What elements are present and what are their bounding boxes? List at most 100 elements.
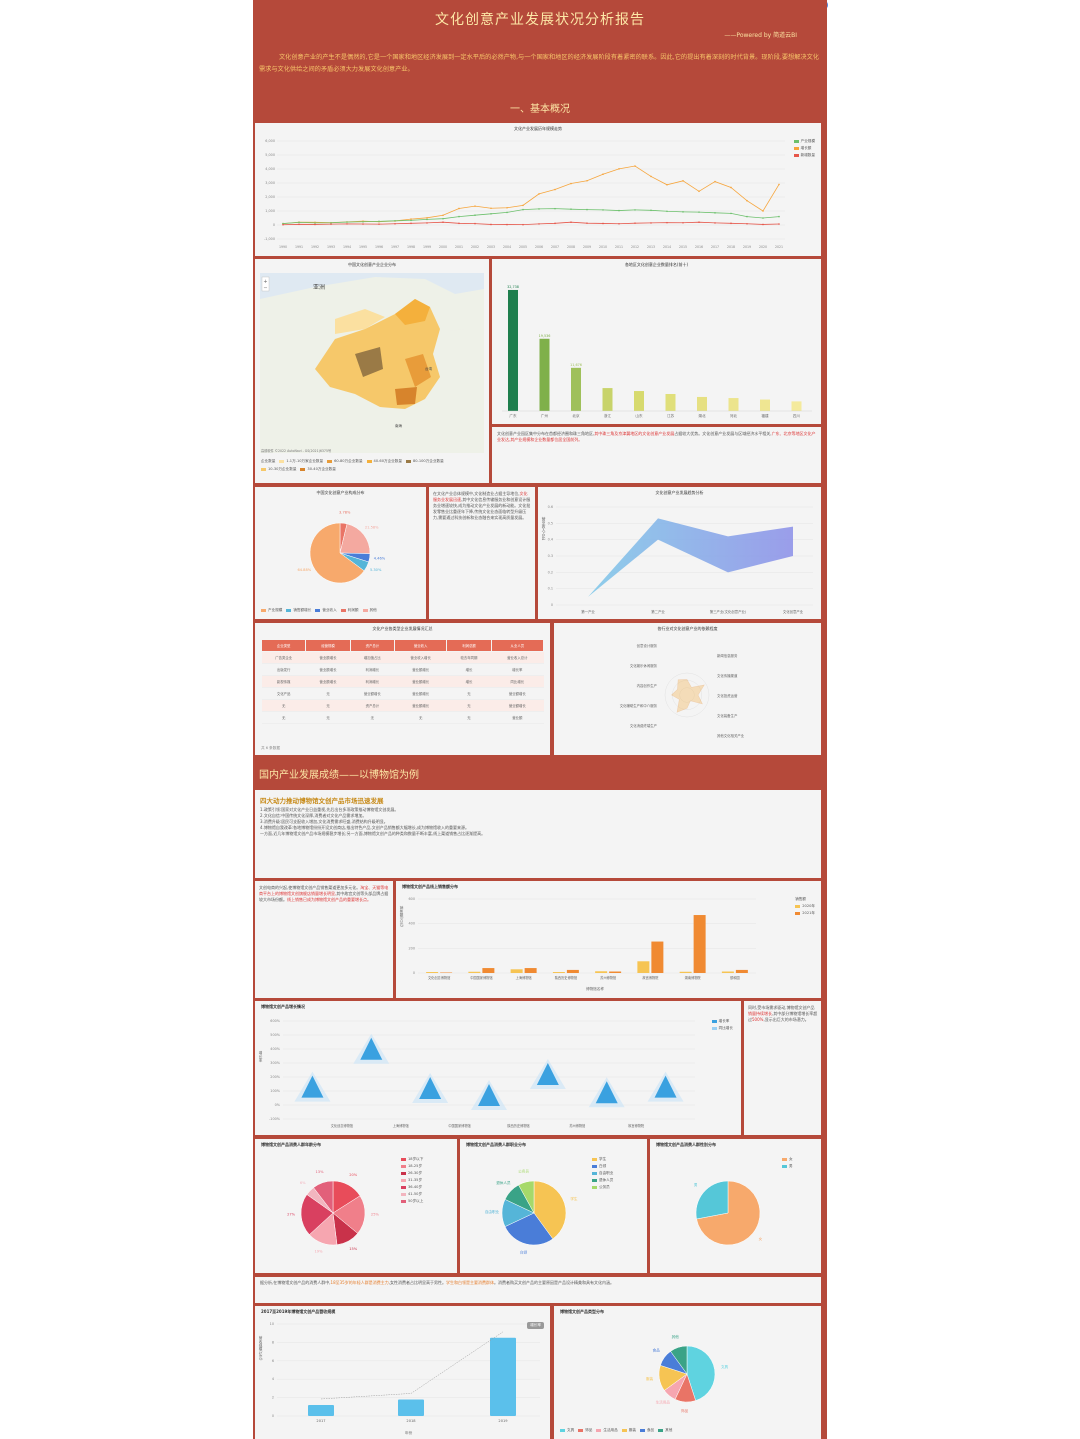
- bar-value-label: 19,536: [539, 334, 551, 338]
- table-cell: 无: [305, 711, 351, 724]
- revenue-line-chart[interactable]: 10 8 6 4 2 0 2017 2018 2019: [255, 1306, 550, 1439]
- pie-slice: [518, 1180, 535, 1214]
- series-point: [298, 221, 300, 224]
- table-row[interactable]: 无无资产总计 营业额增长无营业额增长: [261, 699, 544, 712]
- legend-label: 41-50岁: [408, 1192, 423, 1196]
- revenue-bar: [490, 1337, 516, 1416]
- radar-axis-label: 文化传播渠道: [717, 673, 738, 678]
- enterprise-table[interactable]: 企业类型 经营规模 资产总计 营业收入 利润总额 从业人员 广告类企业 营业额增长 增加值占比…: [260, 639, 545, 724]
- slice-label: 服装: [646, 1376, 654, 1381]
- region-bar-title: 各地区文化创意企业数量排名(前十): [624, 262, 689, 267]
- composition-pie-chart[interactable]: 3.78% 21.58% 4.46% 5.30% 64.88%: [255, 487, 426, 619]
- growth-triangle-chart[interactable]: 600% 500% 400% 300% 200% 100% 0% -100% 文化创意博物馆 上海…: [255, 1001, 741, 1135]
- y-tick-label: -1,000: [264, 237, 275, 241]
- bar-2020: [426, 972, 439, 973]
- composition-pie-title: 中国文化创意产业构成分布: [316, 490, 365, 495]
- y-tick-label: 2,000: [265, 195, 275, 199]
- china-map[interactable]: + −: [255, 259, 489, 483]
- table-cell: 同比增长: [491, 675, 544, 688]
- dependency-radar-chart[interactable]: 创意设计服务新闻信息服务文化娱乐休闲服务文化传播渠道内容创作生产文化投资运营文化…: [554, 623, 821, 755]
- legend-label: 生活用品: [603, 1428, 618, 1432]
- y-tick-label: 0.6: [548, 505, 553, 509]
- x-tick-label: 1996: [375, 245, 383, 249]
- x-tick-label: 苏州博物馆: [569, 1123, 585, 1128]
- table-row[interactable]: 出版发行 营业额增长 利润增长 营业额增长 增长 增长率: [261, 663, 544, 676]
- table-footer: 共 6 条数据: [261, 746, 280, 750]
- table-cell: 无: [305, 699, 351, 712]
- series-point: [346, 223, 348, 225]
- slice-label: 饰品: [681, 1408, 689, 1413]
- series-point: [458, 207, 460, 210]
- radar-ring: [664, 672, 710, 718]
- x-tick-label: 浙江: [604, 413, 612, 418]
- radar-axis-label: 文化投资运营: [717, 693, 738, 698]
- map-title: 中国文化创意产业企业分布: [348, 262, 396, 267]
- table-cell: 无: [446, 699, 492, 712]
- x-tick-label: 2008: [567, 245, 575, 249]
- series-point: [714, 180, 716, 183]
- job-pie-legend: 学生 白领 自由职业 退休人员 公务员: [592, 1157, 613, 1192]
- trend-area-ylabel: 营业收入占比: [542, 517, 547, 540]
- bar-2020: [510, 969, 523, 973]
- y-tick-label: 0.5: [548, 521, 553, 525]
- table-header-cell[interactable]: 营业收入: [394, 639, 448, 652]
- x-tick-label: 湖北: [698, 413, 706, 418]
- bar-2020: [468, 971, 481, 973]
- table-header-cell[interactable]: 利润总额: [446, 639, 492, 652]
- bar-北京: [571, 367, 581, 411]
- age-pie-title: 博物馆文创产品消费人群年龄分布: [261, 1142, 321, 1147]
- table-row[interactable]: 广告类企业 营业额增长 增加值占比 营业收入增长 较去年同期 营业收入总计: [261, 651, 544, 664]
- table-cell: 营业额增长: [305, 663, 351, 676]
- slice-label: 文具: [721, 1364, 729, 1369]
- legend-title: 销售额: [795, 897, 807, 901]
- table-header-cell[interactable]: 从业人员: [490, 639, 545, 652]
- museum-bar-chart[interactable]: 600 400 200 0 文化创意博物馆 中国国家博物馆 上海博物馆 陕西历史博物馆 苏州博物…: [396, 881, 821, 998]
- legend-item: 公务员: [592, 1185, 613, 1190]
- series-point: [586, 179, 588, 182]
- series-point: [506, 223, 508, 226]
- legend-item: 饰品: [578, 1428, 592, 1433]
- legend-label: 女: [789, 1157, 793, 1161]
- slice-label: 食品: [653, 1348, 661, 1353]
- y-tick-label: 500%: [270, 1033, 280, 1037]
- x-tick-label: 1990: [279, 245, 287, 249]
- series-point: [442, 214, 444, 217]
- table-row[interactable]: 文化产品无营业额增长 营业额增长无营业额增长: [261, 687, 544, 700]
- x-tick-label: 2018: [406, 1419, 416, 1423]
- slice-label: 19%: [315, 1249, 324, 1253]
- series-point: [746, 215, 748, 218]
- series-point: [362, 220, 364, 223]
- legend-label: 40-60万企业数量: [373, 459, 402, 463]
- job-pie-panel: 博物馆文创产品消费人群职业分布 学生 白领 自由职业 退休人员 公务员 学生 白领 自由职业…: [460, 1139, 647, 1273]
- series-point: [778, 223, 780, 225]
- x-tick-label: 广东: [509, 413, 517, 418]
- bar-广东: [508, 289, 518, 411]
- x-tick-label: 2015: [679, 245, 687, 249]
- gender-pie-chart[interactable]: 女男: [650, 1139, 821, 1273]
- zoom-control[interactable]: [261, 276, 270, 292]
- region-bar-panel: 各地区文化创意企业数量排名(前十) 广东 32,738 广州 19,536 北京 11,6…: [492, 259, 821, 424]
- table-header-cell[interactable]: 企业类型: [260, 639, 307, 652]
- series-point: [458, 222, 460, 225]
- trend-line-chart[interactable]: 6,000 5,000 4,000 3,000 2,000 1,000 0 -1,000 199…: [255, 123, 821, 256]
- museum-drivers-text: 1.政策引领:国家对文化产业日益重视,先后出台多项政策推动博物馆文创发展。 2.…: [260, 807, 486, 836]
- series-point: [506, 206, 508, 209]
- series-point: [666, 221, 668, 224]
- table-header-cell[interactable]: 经营规模: [305, 639, 351, 652]
- table-row[interactable]: 影视传媒 营业额增长 利润增长 营业额增长 增长 同比增长: [261, 675, 544, 688]
- map-region-east: [405, 354, 431, 387]
- age-pie-chart[interactable]: 20% 25% 15% 19% 27% 6% 13%: [255, 1139, 457, 1273]
- region-bar-chart[interactable]: 广东 32,738 广州 19,536 北京 11,676 浙江 山东 江苏 湖北 河北 福建 四川: [492, 259, 821, 424]
- table-header-cell[interactable]: 资产总计: [349, 639, 396, 652]
- x-tick-label: 2017: [316, 1419, 325, 1423]
- table-row[interactable]: 无无无无无营业额: [261, 711, 544, 724]
- bar-2021: [693, 915, 706, 973]
- legend-label: 饰品: [585, 1428, 593, 1432]
- bar-2021: [566, 969, 579, 973]
- y-tick-label: 400%: [270, 1047, 280, 1051]
- bar-福建: [760, 399, 770, 411]
- table-cell: 增长: [446, 675, 492, 688]
